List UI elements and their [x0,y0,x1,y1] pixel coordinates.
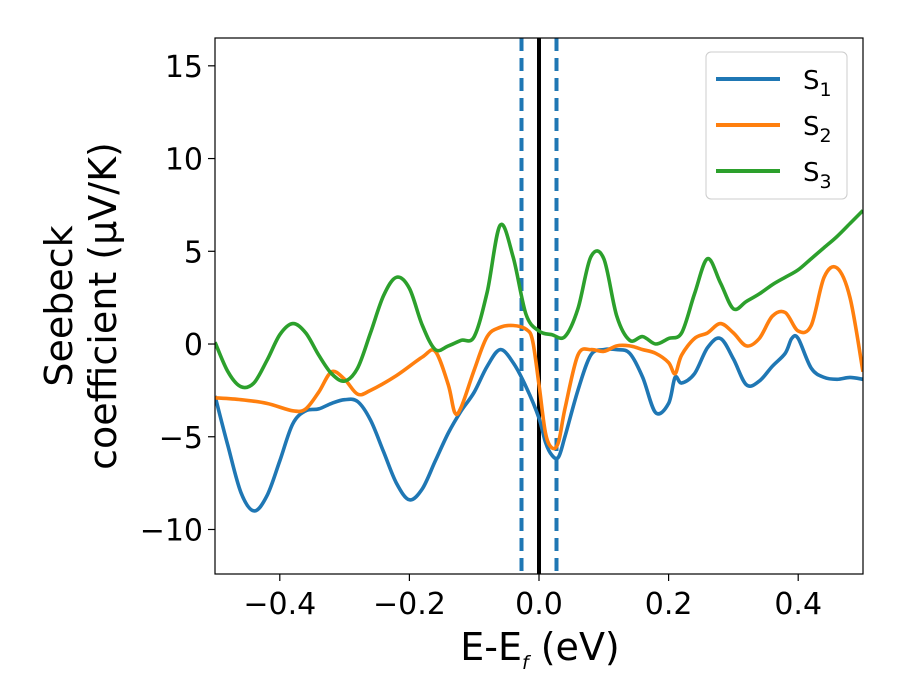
legend-items: S1 S2 S3 [716,66,832,193]
y-tick-label: 15 [165,50,203,85]
y-axis-title: Seebeck coefficient (μV/K) [37,142,125,470]
x-tick-label: −0.2 [373,587,446,622]
x-tick-label: −0.4 [243,587,316,622]
series-line-s3 [215,209,863,390]
series-lines [215,209,863,513]
svg-text:coefficient (μV/K): coefficient (μV/K) [81,142,125,470]
vertical-lines [519,38,559,574]
x-axis-ticks: −0.4 −0.2 0.0 0.2 0.4 [243,574,822,622]
y-tick-label: −10 [140,513,203,548]
legend-label-s3: S3 [803,158,832,193]
y-tick-label: −5 [159,421,203,456]
x-tick-label: 0.2 [645,587,693,622]
svg-text:Seebeck: Seebeck [37,225,81,386]
y-tick-label: 5 [184,235,203,270]
y-axis-ticks: −10 −5 0 5 10 15 [140,50,215,548]
legend: S1 S2 S3 [705,51,848,200]
legend-label-s2: S2 [803,112,832,147]
x-axis-title: E-Ef (eV) [460,625,620,674]
legend-label-s1: S1 [803,66,832,101]
y-tick-label: 10 [165,143,203,178]
series-line-s1 [215,333,863,513]
series-line-s2 [215,264,863,451]
y-tick-label: 0 [184,328,203,363]
x-tick-label: 0.4 [774,587,822,622]
x-tick-label: 0.0 [515,587,563,622]
